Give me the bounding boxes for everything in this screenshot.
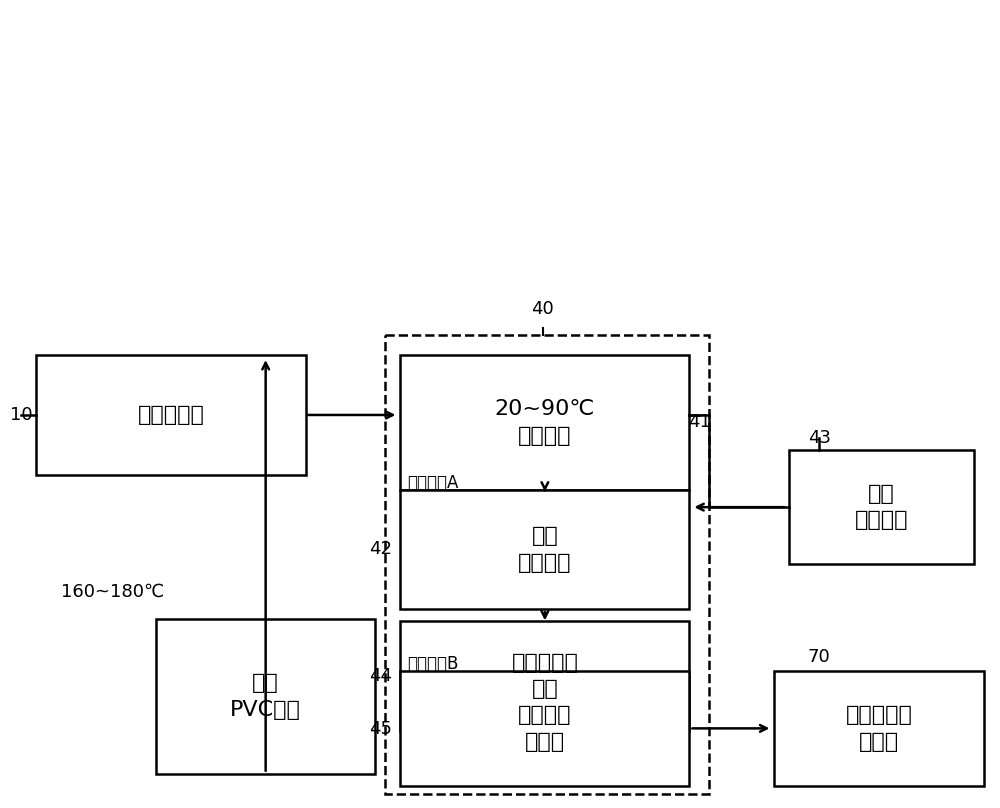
Text: 160~180℃: 160~180℃ bbox=[61, 583, 164, 600]
Text: 41: 41 bbox=[688, 413, 711, 431]
Bar bbox=[36, 356, 306, 475]
Text: 烘干及冷却: 烘干及冷却 bbox=[511, 653, 578, 673]
Text: 43: 43 bbox=[808, 429, 831, 447]
Text: 软质胶布A: 软质胶布A bbox=[407, 473, 459, 492]
Text: 轮组: 轮组 bbox=[532, 680, 558, 699]
Text: 聚氯乙烯软: 聚氯乙烯软 bbox=[846, 705, 912, 726]
Text: 10: 10 bbox=[10, 406, 33, 424]
Bar bbox=[385, 335, 709, 793]
Text: 40: 40 bbox=[532, 301, 554, 318]
Text: 45: 45 bbox=[369, 720, 392, 738]
Text: 压延成型机: 压延成型机 bbox=[137, 405, 204, 425]
Text: 质胶布: 质胶布 bbox=[859, 731, 899, 751]
Text: 融溶: 融溶 bbox=[252, 673, 279, 693]
Text: 软质胶布B: 软质胶布B bbox=[407, 655, 459, 673]
Text: 70: 70 bbox=[808, 648, 830, 666]
Text: 除水: 除水 bbox=[868, 484, 895, 504]
Bar bbox=[400, 356, 689, 490]
Text: 42: 42 bbox=[369, 541, 392, 558]
Bar bbox=[400, 671, 689, 785]
Bar bbox=[400, 621, 689, 731]
Text: 挤压: 挤压 bbox=[532, 526, 558, 546]
Text: 20~90℃: 20~90℃ bbox=[495, 399, 595, 419]
Bar bbox=[400, 490, 689, 609]
Text: 除水轮组: 除水轮组 bbox=[518, 553, 572, 573]
Text: 急冷水浴: 急冷水浴 bbox=[518, 426, 572, 445]
Text: PVC胶料: PVC胶料 bbox=[230, 700, 301, 720]
Text: 加压驱气: 加压驱气 bbox=[518, 705, 572, 726]
Bar bbox=[789, 450, 974, 565]
Bar bbox=[156, 619, 375, 774]
Text: 附属设备: 附属设备 bbox=[855, 511, 908, 530]
Text: 44: 44 bbox=[369, 667, 392, 685]
Text: 卷取机: 卷取机 bbox=[525, 731, 565, 751]
Bar bbox=[774, 671, 984, 785]
